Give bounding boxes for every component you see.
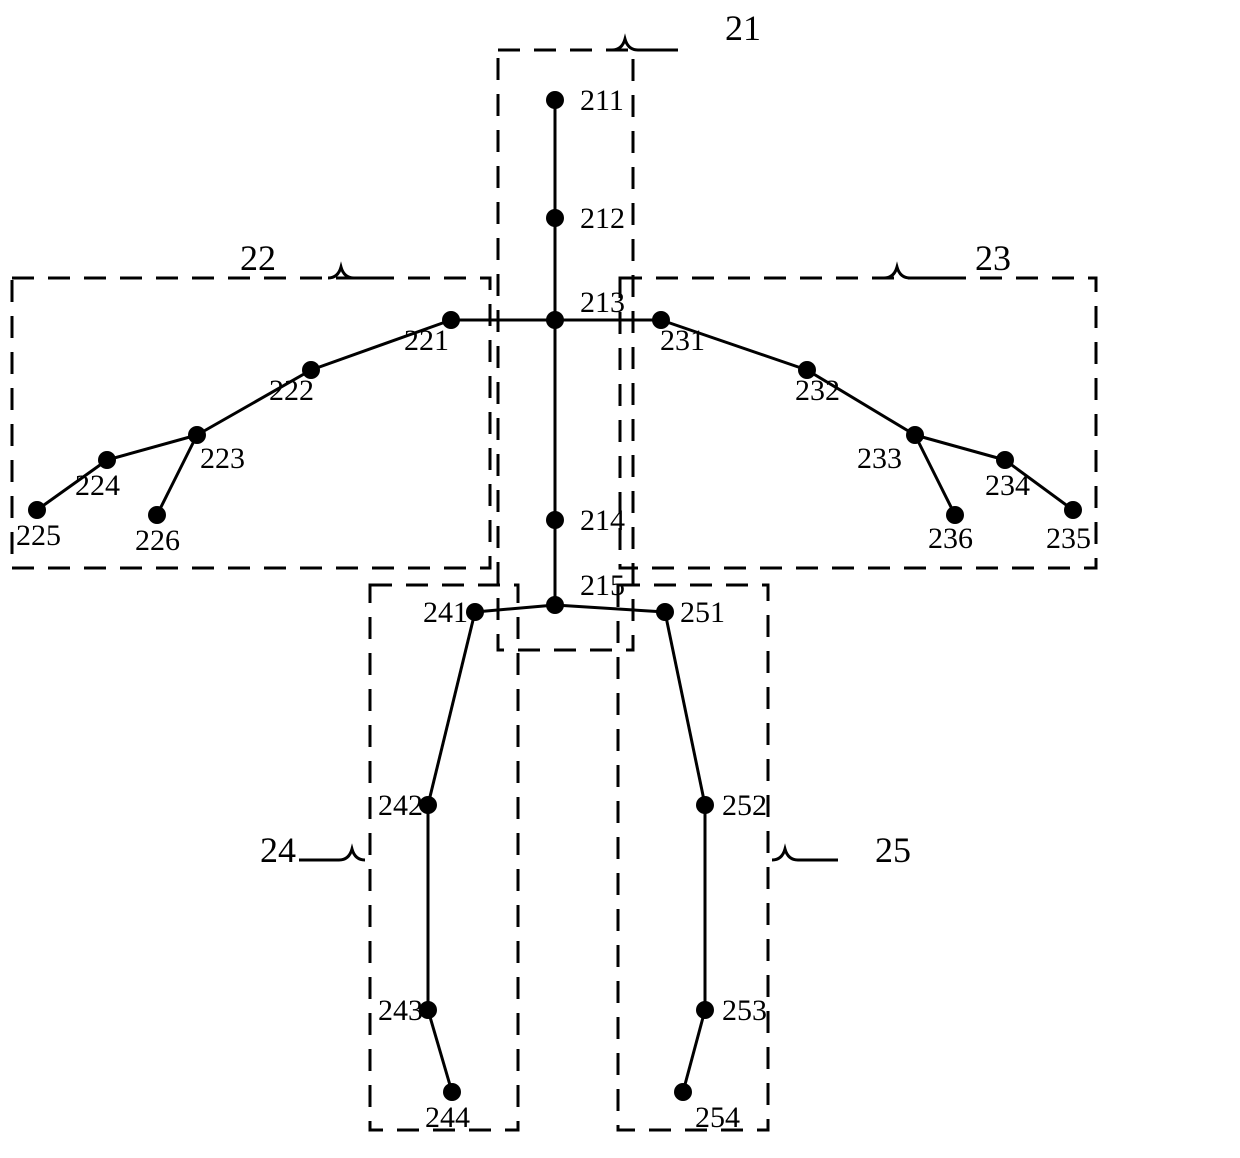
node-label-244: 244 [425, 1101, 470, 1134]
node-254 [674, 1083, 692, 1101]
edge-215-251 [555, 605, 665, 612]
node-label-215: 215 [580, 569, 625, 602]
node-225 [28, 501, 46, 519]
node-224 [98, 451, 116, 469]
node-253 [696, 1001, 714, 1019]
edge-223-224 [107, 435, 197, 460]
node-label-241: 241 [423, 596, 468, 629]
node-label-225: 225 [16, 519, 61, 552]
node-label-234: 234 [985, 469, 1030, 502]
node-label-211: 211 [580, 84, 624, 117]
region-tick-24 [299, 849, 365, 860]
region-label-21: 21 [725, 8, 761, 48]
edge-241-242 [428, 612, 475, 805]
node-241 [466, 603, 484, 621]
region-tick-22 [328, 267, 394, 278]
region-label-25: 25 [875, 830, 911, 870]
edge-223-226 [157, 435, 197, 515]
region-tick-21 [612, 39, 678, 50]
node-212 [546, 209, 564, 227]
region-label-22: 22 [240, 238, 276, 278]
node-label-243: 243 [378, 994, 423, 1027]
region-25 [618, 585, 768, 1130]
node-label-252: 252 [722, 789, 767, 822]
node-label-236: 236 [928, 522, 973, 555]
node-252 [696, 796, 714, 814]
edge-243-244 [428, 1010, 452, 1092]
edge-233-236 [915, 435, 955, 515]
node-244 [443, 1083, 461, 1101]
node-label-214: 214 [580, 504, 625, 537]
node-label-232: 232 [795, 374, 840, 407]
region-label-23: 23 [975, 238, 1011, 278]
region-tick-25 [772, 849, 838, 860]
region-24 [370, 585, 518, 1130]
node-234 [996, 451, 1014, 469]
node-235 [1064, 501, 1082, 519]
node-214 [546, 511, 564, 529]
region-22 [12, 278, 490, 568]
region-23 [620, 278, 1096, 568]
node-label-231: 231 [660, 324, 705, 357]
edge-251-252 [665, 612, 705, 805]
skeleton-diagram: 21 22 23 24 25 211 212 213 214 215 221 222 223 224 225… [0, 0, 1240, 1158]
node-233 [906, 426, 924, 444]
node-213 [546, 311, 564, 329]
node-label-222: 222 [269, 374, 314, 407]
edge-253-254 [683, 1010, 705, 1092]
edge-215-241 [475, 605, 555, 612]
node-label-212: 212 [580, 202, 625, 235]
region-21 [498, 50, 633, 650]
node-label-221: 221 [404, 324, 449, 357]
node-label-242: 242 [378, 789, 423, 822]
node-label-251: 251 [680, 596, 725, 629]
node-226 [148, 506, 166, 524]
node-251 [656, 603, 674, 621]
region-label-24: 24 [260, 830, 296, 870]
node-211 [546, 91, 564, 109]
node-label-223: 223 [200, 442, 245, 475]
node-label-224: 224 [75, 469, 120, 502]
edge-233-234 [915, 435, 1005, 460]
node-label-233: 233 [857, 442, 902, 475]
node-215 [546, 596, 564, 614]
node-label-235: 235 [1046, 522, 1091, 555]
node-label-213: 213 [580, 286, 625, 319]
node-label-226: 226 [135, 524, 180, 557]
node-label-253: 253 [722, 994, 767, 1027]
node-label-254: 254 [695, 1101, 740, 1134]
region-tick-23 [884, 267, 950, 278]
